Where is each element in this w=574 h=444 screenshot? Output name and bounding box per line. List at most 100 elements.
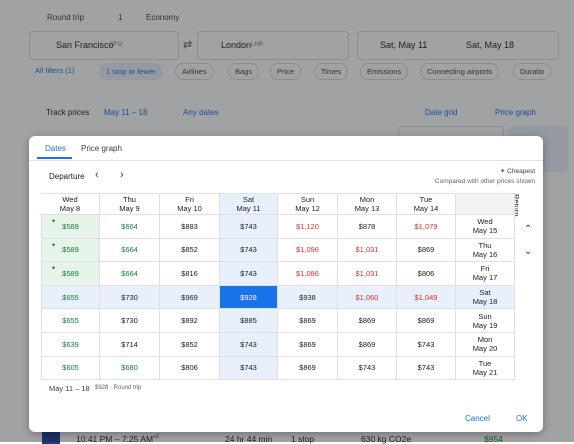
price-cell[interactable]: $639 bbox=[41, 333, 100, 357]
price-cell[interactable]: ✦ $589 bbox=[41, 262, 100, 286]
price-cell[interactable]: $743 bbox=[338, 356, 397, 381]
price-cell[interactable]: $883 bbox=[160, 215, 220, 239]
price-cell[interactable]: $869 bbox=[338, 309, 397, 333]
column-date: May 12 bbox=[295, 204, 320, 213]
price: $743 bbox=[417, 363, 435, 373]
price-cell[interactable]: $806 bbox=[160, 356, 220, 381]
passengers[interactable]: 1 bbox=[118, 13, 123, 22]
row-header: Tue May 21 bbox=[456, 356, 515, 381]
price-cell[interactable]: $1,031 bbox=[338, 238, 397, 263]
price: $1,096 bbox=[296, 245, 319, 255]
price-cell[interactable]: $852 bbox=[160, 238, 220, 263]
price-cell[interactable]: $869 bbox=[397, 238, 456, 263]
price-cell[interactable]: $680 bbox=[100, 356, 160, 381]
price: $885 bbox=[240, 316, 257, 326]
price-cell[interactable]: $806 bbox=[397, 262, 456, 286]
price-cell[interactable]: $869 bbox=[278, 309, 338, 333]
filter-chip[interactable]: 1 stop or fewer bbox=[99, 63, 163, 80]
row-day: Tue bbox=[478, 358, 492, 368]
price-cell[interactable]: $1,031 bbox=[338, 262, 397, 286]
price-cell[interactable]: $664 bbox=[100, 262, 160, 286]
price-cell[interactable]: $664 bbox=[100, 215, 160, 239]
price-cell[interactable]: $878 bbox=[338, 215, 397, 239]
price-cell[interactable]: $1,049 bbox=[397, 285, 456, 310]
destination-code: LHR bbox=[251, 42, 264, 48]
tab-price-graph[interactable]: Price graph bbox=[81, 144, 122, 153]
date-field[interactable] bbox=[357, 31, 559, 60]
filter-chip[interactable]: Emissions bbox=[360, 63, 409, 80]
filter-chip[interactable]: Connecting airports bbox=[420, 63, 500, 80]
price-cell[interactable]: $743 bbox=[220, 356, 278, 381]
filter-chip[interactable]: Bags bbox=[228, 63, 260, 80]
price-cell[interactable]: $743 bbox=[220, 262, 278, 286]
up-arrow[interactable]: ⌃ bbox=[524, 224, 533, 235]
row-date: May 15 bbox=[472, 226, 498, 236]
filter-chip[interactable]: Airlines bbox=[175, 63, 214, 80]
price-cell[interactable]: $605 bbox=[41, 356, 100, 381]
any-dates[interactable]: Any dates bbox=[183, 108, 219, 117]
price-cell[interactable]: $743 bbox=[220, 215, 278, 239]
filter-chip[interactable]: Duratio bbox=[513, 63, 552, 80]
price-cell[interactable]: $730 bbox=[100, 309, 160, 333]
flight-times[interactable]: 10:41 PM – 7:25 AM+2 bbox=[76, 434, 159, 444]
row-header: Thu May 16 bbox=[456, 238, 515, 263]
price-cell[interactable]: $743 bbox=[220, 333, 278, 357]
price-cell[interactable]: $1,079 bbox=[397, 215, 456, 239]
price: $852 bbox=[181, 339, 198, 349]
price-cell[interactable]: $816 bbox=[160, 262, 220, 286]
price-cell[interactable]: $928 bbox=[220, 285, 278, 310]
price-cell[interactable]: $743 bbox=[397, 356, 456, 381]
prev-arrow[interactable]: ‹ bbox=[95, 169, 99, 181]
price-cell[interactable]: $743 bbox=[397, 333, 456, 357]
price: $655 bbox=[62, 292, 79, 302]
price: $589 bbox=[62, 268, 79, 278]
price-cell[interactable]: $1,060 bbox=[338, 285, 397, 310]
price: $1,049 bbox=[414, 292, 438, 302]
price-cell[interactable]: $714 bbox=[100, 333, 160, 357]
price-cell[interactable]: $730 bbox=[100, 285, 160, 310]
destination-field[interactable] bbox=[197, 31, 349, 60]
price-cell[interactable]: $1,086 bbox=[278, 262, 338, 286]
price: $680 bbox=[121, 363, 138, 373]
price-cell[interactable]: $655 bbox=[41, 285, 100, 310]
track-prices: Track prices bbox=[46, 108, 90, 117]
filter-chip[interactable]: All filters (1) bbox=[29, 63, 81, 78]
row-day: Mon bbox=[477, 335, 493, 345]
ok-button[interactable]: OK bbox=[516, 414, 528, 423]
filter-chip[interactable]: Price bbox=[270, 63, 302, 80]
origin-field[interactable] bbox=[29, 31, 179, 60]
flight-price: $954 bbox=[484, 434, 503, 444]
price-cell[interactable]: $1,096 bbox=[278, 238, 338, 263]
return-date: Sat, May 18 bbox=[466, 40, 515, 50]
down-arrow[interactable]: ⌄ bbox=[524, 246, 533, 257]
trip-type[interactable]: Round trip bbox=[47, 13, 84, 22]
price-cell[interactable]: $869 bbox=[338, 333, 397, 357]
price: $938 bbox=[299, 292, 316, 302]
row-header: Sat May 18 bbox=[456, 285, 515, 310]
price-graph-button[interactable]: Price graph bbox=[495, 108, 536, 117]
price: $1,120 bbox=[296, 221, 319, 231]
price-cell[interactable]: $869 bbox=[278, 333, 338, 357]
column-day: Sun bbox=[300, 195, 315, 204]
swap-icon[interactable]: ⇄ bbox=[183, 39, 193, 51]
price-cell[interactable]: $1,120 bbox=[278, 215, 338, 239]
column-day: Sat bbox=[242, 195, 255, 204]
price-cell[interactable]: $664 bbox=[100, 238, 160, 263]
price-cell[interactable]: $885 bbox=[220, 309, 278, 333]
next-arrow[interactable]: › bbox=[120, 169, 124, 181]
price-cell[interactable]: $869 bbox=[397, 309, 456, 333]
price-cell[interactable]: $869 bbox=[278, 356, 338, 381]
price-cell[interactable]: ✦ $589 bbox=[41, 238, 100, 263]
tab-dates[interactable]: Dates bbox=[45, 144, 66, 153]
filter-chip[interactable]: Times bbox=[314, 63, 349, 80]
price-cell[interactable]: $743 bbox=[220, 238, 278, 263]
price-cell[interactable]: ✦ $589 bbox=[41, 215, 100, 239]
price-cell[interactable]: $655 bbox=[41, 309, 100, 333]
cabin[interactable]: Economy bbox=[146, 13, 180, 22]
price-cell[interactable]: $938 bbox=[278, 285, 338, 310]
price-cell[interactable]: $969 bbox=[160, 285, 220, 310]
price-cell[interactable]: $852 bbox=[160, 333, 220, 357]
cancel-button[interactable]: Cancel bbox=[465, 414, 490, 423]
price-cell[interactable]: $892 bbox=[160, 309, 220, 333]
date-grid-button[interactable]: Date grid bbox=[425, 108, 458, 117]
